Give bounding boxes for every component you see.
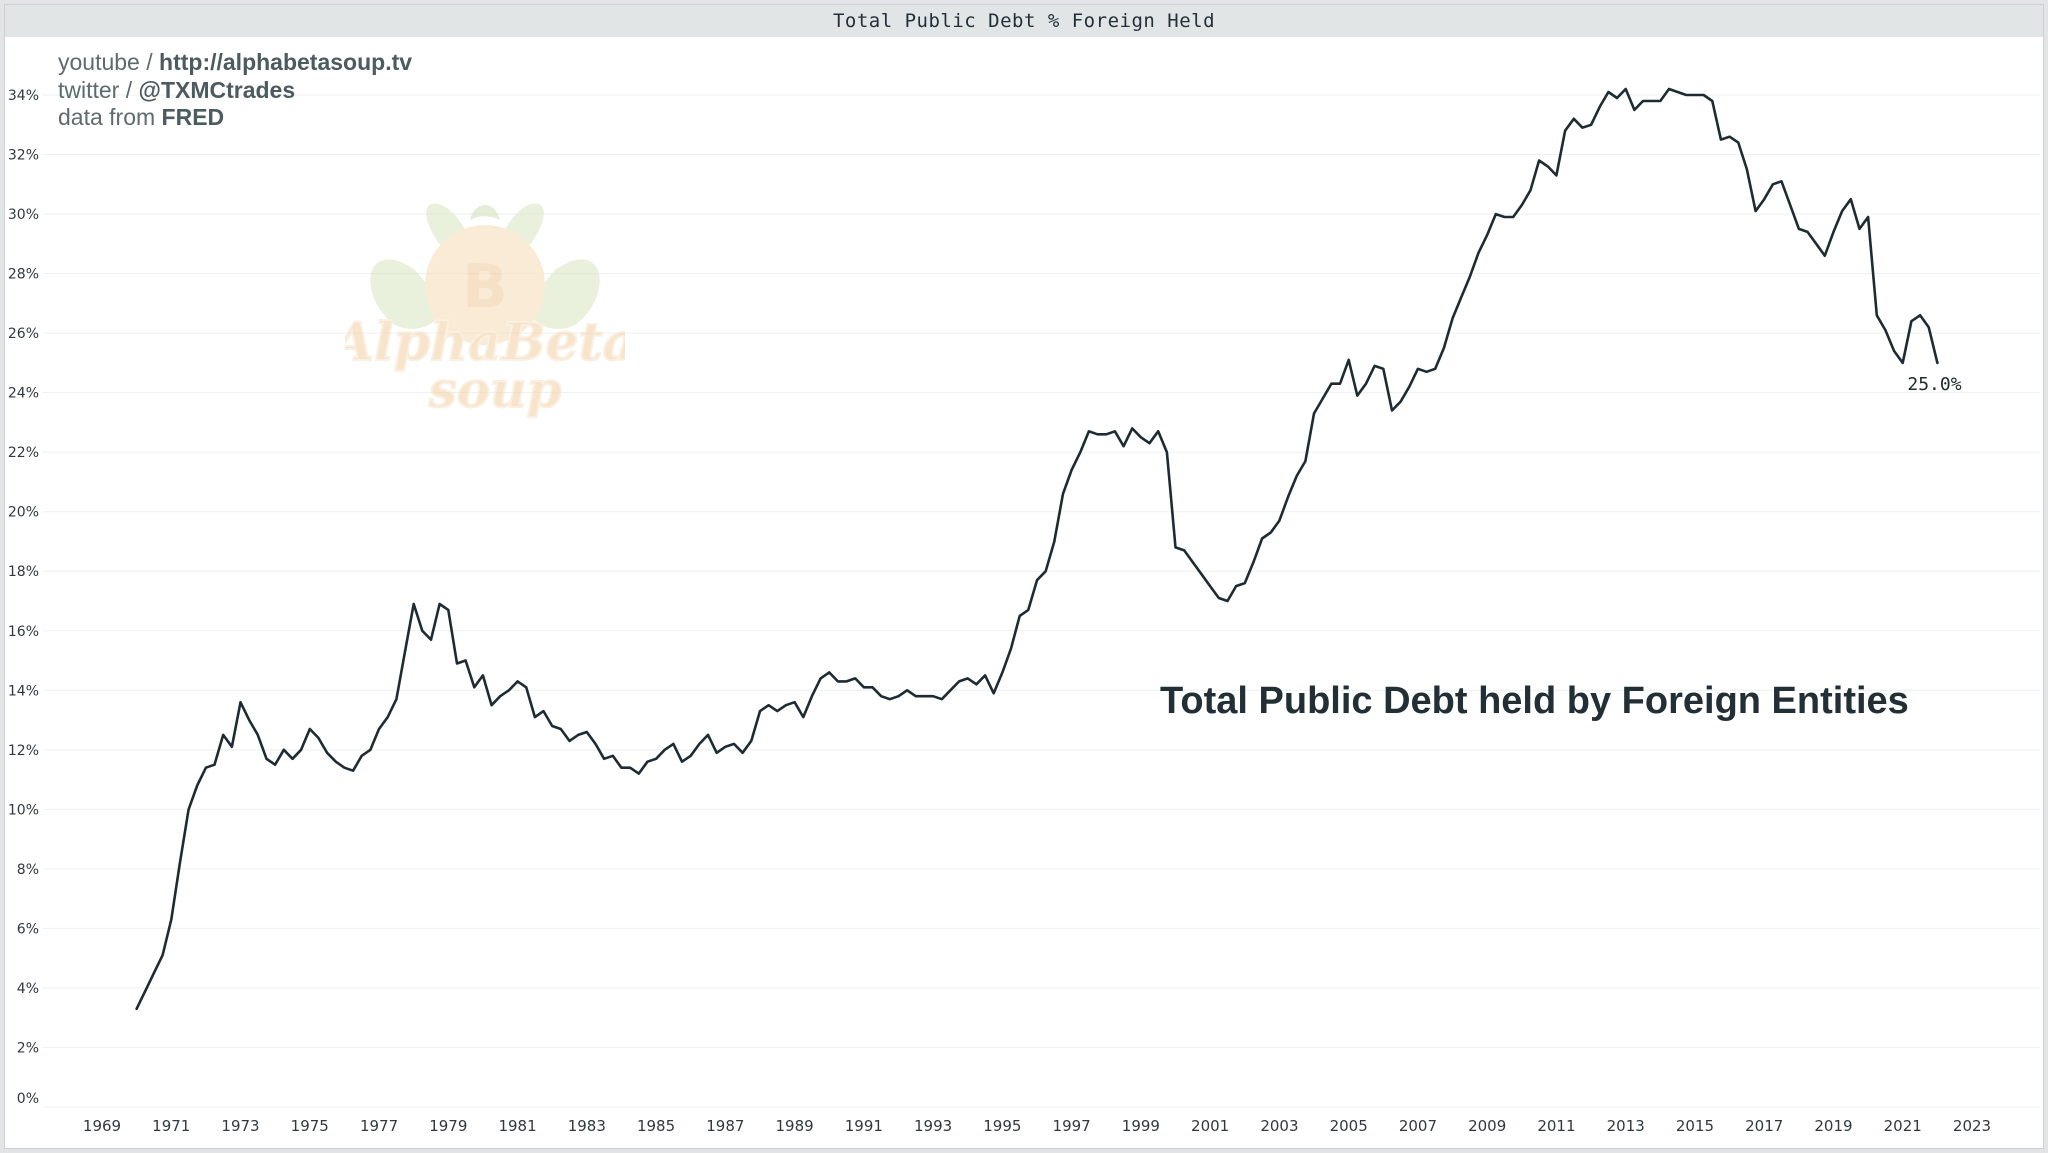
y-tick-label: 32% xyxy=(8,148,39,164)
data-source-name: FRED xyxy=(161,104,225,130)
y-tick-label: 6% xyxy=(17,921,39,937)
x-tick-label: 2011 xyxy=(1537,1117,1575,1135)
y-tick-label: 0% xyxy=(17,1091,39,1107)
y-tick-label: 12% xyxy=(8,743,39,759)
y-tick-label: 8% xyxy=(17,862,39,878)
x-tick-label: 1979 xyxy=(429,1117,467,1135)
x-tick-label: 1977 xyxy=(360,1117,398,1135)
x-tick-label: 1975 xyxy=(291,1117,329,1135)
x-tick-label: 2005 xyxy=(1330,1117,1368,1135)
series-line xyxy=(135,87,1939,1011)
twitter-handle[interactable]: @TXMCtrades xyxy=(138,76,296,103)
x-tick-label: 2023 xyxy=(1953,1117,1991,1135)
x-tick-label: 1973 xyxy=(221,1117,259,1135)
x-tick-label: 2001 xyxy=(1191,1117,1229,1135)
x-tick-label: 2015 xyxy=(1676,1117,1714,1135)
y-tick-label: 10% xyxy=(8,802,39,818)
y-tick-label: 26% xyxy=(8,326,39,342)
x-axis-ticks: 1969 1971 1973 1975 1977 1979 1981 1983 1985 1987… xyxy=(83,1117,1991,1135)
y-axis-ticks: 0% 2% 4% 6% 8% 10% 12% 14% 16% 18% 20% 22% 24% 26% 28%… xyxy=(8,88,39,1107)
x-tick-label: 1999 xyxy=(1122,1117,1160,1135)
credits-block: youtube / http://alphabetasoup.tv twitte… xyxy=(58,49,412,132)
y-tick-label: 20% xyxy=(8,505,39,521)
chart-plot: 0% 2% 4% 6% 8% 10% 12% 14% 16% 18% 20% 22% 24% 26% 28%… xyxy=(8,87,2040,1135)
y-tick-label: 16% xyxy=(8,624,39,640)
x-tick-label: 2003 xyxy=(1260,1117,1298,1135)
y-tick-label: 34% xyxy=(8,88,39,104)
x-tick-label: 1997 xyxy=(1053,1117,1091,1135)
chart-frame: Total Public Debt % Foreign Held 0% 2% 4% 6… xyxy=(4,4,2044,1149)
y-tick-label: 4% xyxy=(17,981,39,997)
youtube-link[interactable]: http://alphabetasoup.tv xyxy=(159,49,413,75)
svg-text:AlphaBeta: AlphaBeta xyxy=(345,312,625,373)
svg-text:B: B xyxy=(462,252,508,322)
y-tick-label: 14% xyxy=(8,683,39,699)
y-tick-label: 28% xyxy=(8,267,39,283)
svg-text:soup: soup xyxy=(428,360,562,419)
x-tick-label: 2007 xyxy=(1399,1117,1437,1135)
y-tick-label: 30% xyxy=(8,207,39,223)
credit-twitter: twitter / @TXMCtrades xyxy=(58,76,296,103)
y-tick-label: 2% xyxy=(17,1040,39,1056)
chart-annotation: Total Public Debt held by Foreign Entiti… xyxy=(1160,680,1909,722)
x-tick-label: 2009 xyxy=(1468,1117,1506,1135)
y-tick-label: 22% xyxy=(8,445,39,461)
x-tick-label: 2019 xyxy=(1814,1117,1852,1135)
x-tick-label: 1969 xyxy=(83,1117,121,1135)
x-tick-label: 1971 xyxy=(152,1117,190,1135)
x-tick-label: 1989 xyxy=(775,1117,813,1135)
credit-youtube: youtube / http://alphabetasoup.tv xyxy=(58,49,413,75)
x-tick-label: 2017 xyxy=(1745,1117,1783,1135)
x-tick-label: 1981 xyxy=(498,1117,536,1135)
x-tick-label: 1991 xyxy=(845,1117,883,1135)
x-tick-label: 1983 xyxy=(568,1117,606,1135)
x-tick-label: 2021 xyxy=(1884,1117,1922,1135)
y-tick-label: 18% xyxy=(8,564,39,580)
grid-lines xyxy=(43,94,2040,1108)
last-value-label: 25.0% xyxy=(1907,374,1961,395)
x-tick-label: 1993 xyxy=(914,1117,952,1135)
x-tick-label: 1987 xyxy=(706,1117,744,1135)
x-tick-label: 1995 xyxy=(983,1117,1021,1135)
y-tick-label: 24% xyxy=(8,386,39,402)
x-tick-label: 1985 xyxy=(637,1117,675,1135)
chart-title: Total Public Debt % Foreign Held xyxy=(5,5,2043,37)
credit-data-source: data from FRED xyxy=(58,104,225,130)
bitcoin-tomato-logo-icon: B AlphaBeta soup xyxy=(345,203,625,420)
x-tick-label: 2013 xyxy=(1607,1117,1645,1135)
